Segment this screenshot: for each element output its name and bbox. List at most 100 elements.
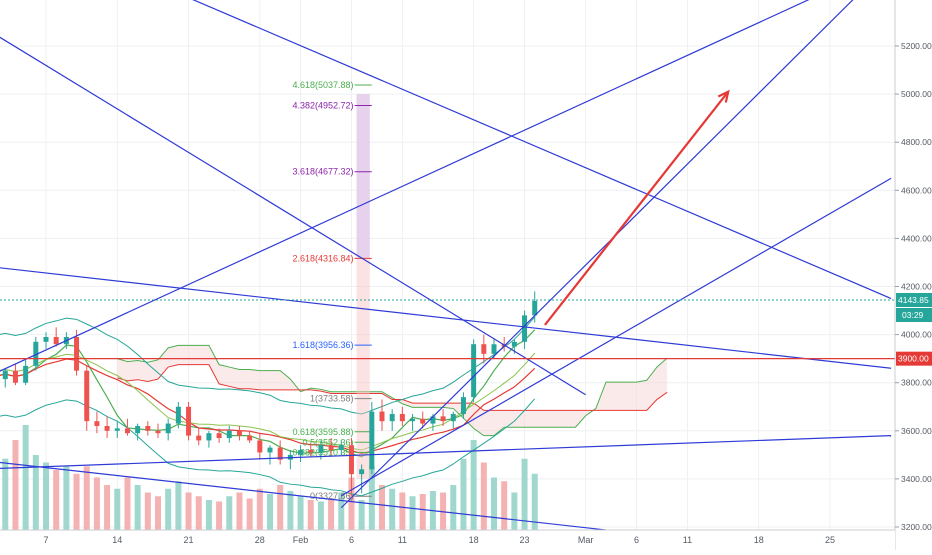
time-tick-label: 21 [184, 535, 194, 545]
candle-body [532, 300, 538, 316]
candle [440, 409, 446, 426]
volume-bar [358, 500, 365, 530]
candle [23, 358, 29, 386]
volume-bar [501, 481, 508, 530]
fib-label: 0.5(3552.36) [302, 437, 353, 447]
volume-bar [22, 425, 29, 530]
volume-bar [399, 492, 406, 530]
candle [389, 409, 395, 431]
candle [399, 406, 405, 426]
candle-body [114, 428, 120, 431]
candle-body [399, 413, 405, 422]
fib-zone-upper [356, 94, 370, 258]
volume-bar [124, 477, 131, 530]
volume-bar [297, 496, 304, 530]
candle-body [440, 416, 446, 422]
candle [33, 337, 39, 371]
candle-body [267, 447, 273, 453]
fib-label: 4.382(4952.72) [292, 100, 353, 110]
candle [522, 310, 528, 350]
candle-body [522, 315, 528, 342]
fib-label: 1(3733.58) [310, 394, 354, 404]
candle-body [216, 433, 222, 439]
time-tick-label: 18 [469, 535, 479, 545]
price-tick-label: 4800.00 [901, 137, 932, 147]
fib-label: 1.618(3956.36) [292, 340, 353, 350]
candle [236, 425, 242, 441]
trendline [0, 461, 688, 540]
candle-body [175, 406, 181, 424]
plot-area[interactable]: 0(3327.86)0.382(3510.35)0.5(3552.36)0.61… [0, 0, 895, 540]
volume-bar [460, 458, 467, 530]
volume-bar [307, 500, 314, 530]
ma-fast [0, 329, 536, 458]
candle [155, 423, 161, 439]
candle [135, 423, 141, 441]
volume-bar [32, 455, 39, 530]
price-tick-label: 4200.00 [901, 282, 932, 292]
trendlines [0, 0, 892, 540]
candle [471, 339, 477, 402]
time-tick-label: 14 [112, 535, 122, 545]
volume-bar [104, 485, 111, 530]
candle-body [84, 370, 90, 422]
fib-label: 3.618(4677.32) [292, 167, 353, 177]
candle-body [135, 425, 141, 434]
candle-body [206, 433, 212, 441]
bollinger-upper [0, 316, 536, 415]
volume-bar [205, 500, 212, 530]
candle-body [33, 341, 39, 366]
fib-label: 0(3327.86) [310, 491, 354, 501]
time-tick-label: 6 [349, 535, 354, 545]
volume-bars [2, 425, 538, 530]
candle [84, 365, 90, 431]
candle [206, 430, 212, 448]
price-tick-label: 5200.00 [901, 41, 932, 51]
volume-bar [226, 496, 233, 530]
fibonacci-extension: 0(3327.86)0.382(3510.35)0.5(3552.36)0.61… [292, 80, 372, 501]
candle-body [277, 447, 283, 460]
candle [410, 413, 416, 431]
price-tick-label: 4600.00 [901, 185, 932, 195]
candle [348, 438, 354, 496]
price-tick-label: 3800.00 [901, 378, 932, 388]
trendline [340, 177, 892, 497]
volume-bar [2, 458, 9, 530]
price-tick-label: 4000.00 [901, 330, 932, 340]
countdown-text: 03:29 [902, 310, 924, 320]
candle [43, 332, 49, 350]
volume-bar [134, 485, 141, 530]
candle [114, 421, 120, 439]
volume-bar [287, 491, 294, 530]
current-price-text: 4143.85 [898, 295, 929, 305]
candle [277, 440, 283, 465]
candle [124, 418, 130, 436]
cloud-span-b [117, 364, 668, 411]
volume-bar [419, 494, 426, 530]
volume-bar [409, 496, 416, 530]
level-text: 3900.00 [898, 354, 929, 364]
volume-bar [185, 492, 192, 530]
volume-bar [470, 440, 477, 530]
volume-bar [256, 488, 263, 530]
candle-body [450, 413, 456, 422]
volume-bar [216, 501, 223, 530]
price-tick-label: 5000.00 [901, 89, 932, 99]
volume-bar [267, 494, 273, 530]
volume-bar [93, 477, 100, 530]
candle-body [420, 418, 426, 424]
candle [74, 329, 80, 376]
candle-body [460, 397, 466, 414]
candle-body [338, 445, 344, 451]
candle [247, 430, 253, 443]
candle-body [389, 413, 395, 422]
candle-body [104, 425, 110, 431]
candle [165, 418, 171, 441]
candle-body [471, 344, 477, 398]
candle [267, 445, 273, 465]
time-axis-bg [0, 530, 895, 550]
candle [369, 401, 375, 475]
candle-body [511, 341, 517, 347]
